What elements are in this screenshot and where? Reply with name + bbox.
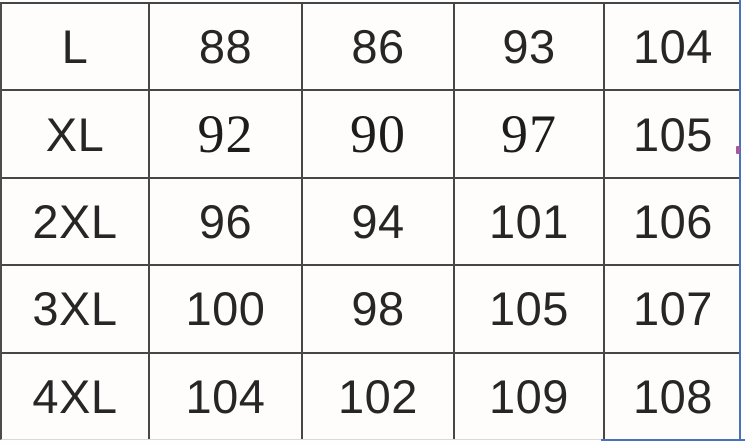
measurement-cell: 98 [303,266,455,352]
size-label-cell: XL [2,91,150,177]
measurement-cell: 104 [150,353,303,440]
measurement-cell: 86 [303,4,455,90]
size-chart-table: L 88 86 93 104 XL 92 90 97 105 2XL 96 94… [0,2,741,440]
measurement-cell: 104 [633,20,713,74]
measurement-cell: 105 [455,266,605,352]
measurement-cell-serif: 92 [150,91,303,177]
measurement-cell-serif: 97 [455,91,605,177]
measurement-cell: 106 [633,195,713,249]
table-row-xl: XL 92 90 97 105 [2,91,741,179]
measurement-cell: 105 [633,107,713,161]
measurement-cell: 101 [455,178,605,265]
table-row-l: L 88 86 93 104 [2,4,741,92]
table-row-2xl: 2XL 96 94 101 106 [2,178,741,267]
measurement-cell: 88 [150,4,303,90]
size-label-cell: 4XL [2,353,150,440]
table-row-4xl: 4XL 104 102 109 108 [2,353,741,440]
measurement-cell: 100 [150,266,303,352]
right-edge-blue-border [739,0,741,441]
measurement-cell-serif: 90 [303,91,455,177]
measurement-cell: 107 [633,282,713,336]
size-label-cell: 3XL [2,266,150,352]
measurement-cell: 94 [303,178,455,265]
measurement-cell: 93 [455,4,605,90]
size-label-cell: L [2,4,150,90]
table-row-3xl: 3XL 100 98 105 107 [2,266,741,354]
measurement-cell: 108 [633,369,713,423]
bottom-right-blue-border [601,439,745,441]
measurement-cell: 102 [303,353,455,440]
right-edge-purple-mark [736,146,740,154]
size-label-cell: 2XL [2,178,150,265]
measurement-cell: 96 [150,178,303,265]
measurement-cell: 109 [455,353,605,440]
